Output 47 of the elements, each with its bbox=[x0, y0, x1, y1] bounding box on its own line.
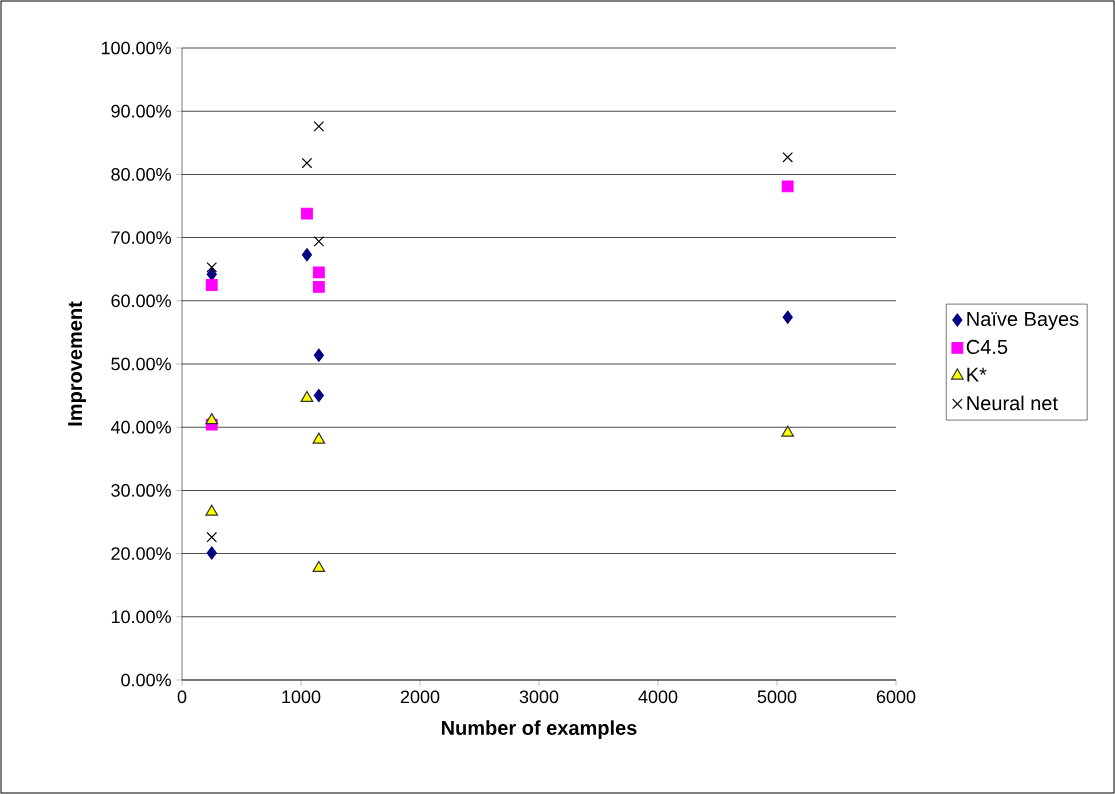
legend-label: C4.5 bbox=[966, 339, 1008, 355]
point bbox=[205, 412, 219, 425]
y-tick-label: 60.00% bbox=[111, 294, 171, 308]
point bbox=[206, 267, 217, 281]
point bbox=[206, 531, 218, 543]
point bbox=[205, 279, 218, 291]
y-tick-label: 20.00% bbox=[111, 547, 171, 560]
point bbox=[313, 348, 324, 362]
y-tick-label: 0.00% bbox=[121, 673, 171, 687]
x-tick-label: 1000 bbox=[282, 690, 321, 704]
y-tick-label: 70.00% bbox=[111, 231, 171, 244]
point bbox=[301, 207, 313, 220]
x-tick-label: 4000 bbox=[638, 690, 678, 704]
point bbox=[781, 425, 795, 437]
point bbox=[782, 310, 793, 324]
y-tick-label: 100.00% bbox=[101, 41, 171, 55]
point bbox=[312, 280, 325, 293]
x-tick-label: 6000 bbox=[876, 690, 916, 704]
y-tick-label: 10.00% bbox=[111, 610, 171, 624]
x-tick-label: 2000 bbox=[400, 690, 440, 704]
x-tick-label: 3000 bbox=[519, 690, 559, 704]
point bbox=[313, 121, 325, 132]
point bbox=[300, 390, 314, 403]
y-axis-title: Improvement bbox=[68, 301, 87, 426]
x-tick-label: 0 bbox=[177, 690, 187, 704]
point bbox=[781, 180, 794, 193]
point bbox=[206, 546, 217, 560]
point bbox=[312, 266, 325, 279]
x-axis-title: Number of examples bbox=[441, 720, 637, 739]
point bbox=[312, 560, 326, 573]
legend-label: Neural net bbox=[967, 395, 1058, 411]
point bbox=[312, 432, 326, 444]
x-tick-label: 5000 bbox=[757, 690, 797, 704]
y-tick-label: 50.00% bbox=[111, 357, 171, 371]
point bbox=[301, 248, 313, 262]
legend-label: K* bbox=[967, 367, 987, 382]
y-tick-label: 80.00% bbox=[111, 168, 171, 181]
point bbox=[206, 261, 218, 273]
point bbox=[205, 504, 219, 516]
y-tick-label: 40.00% bbox=[110, 420, 171, 434]
y-tick-label: 90.00% bbox=[111, 104, 171, 118]
point bbox=[313, 236, 325, 247]
point bbox=[313, 389, 324, 403]
legend-label: Naïve Bayes bbox=[967, 312, 1079, 331]
y-tick-label: 30.00% bbox=[111, 484, 171, 497]
point bbox=[301, 157, 313, 169]
point bbox=[782, 152, 794, 163]
